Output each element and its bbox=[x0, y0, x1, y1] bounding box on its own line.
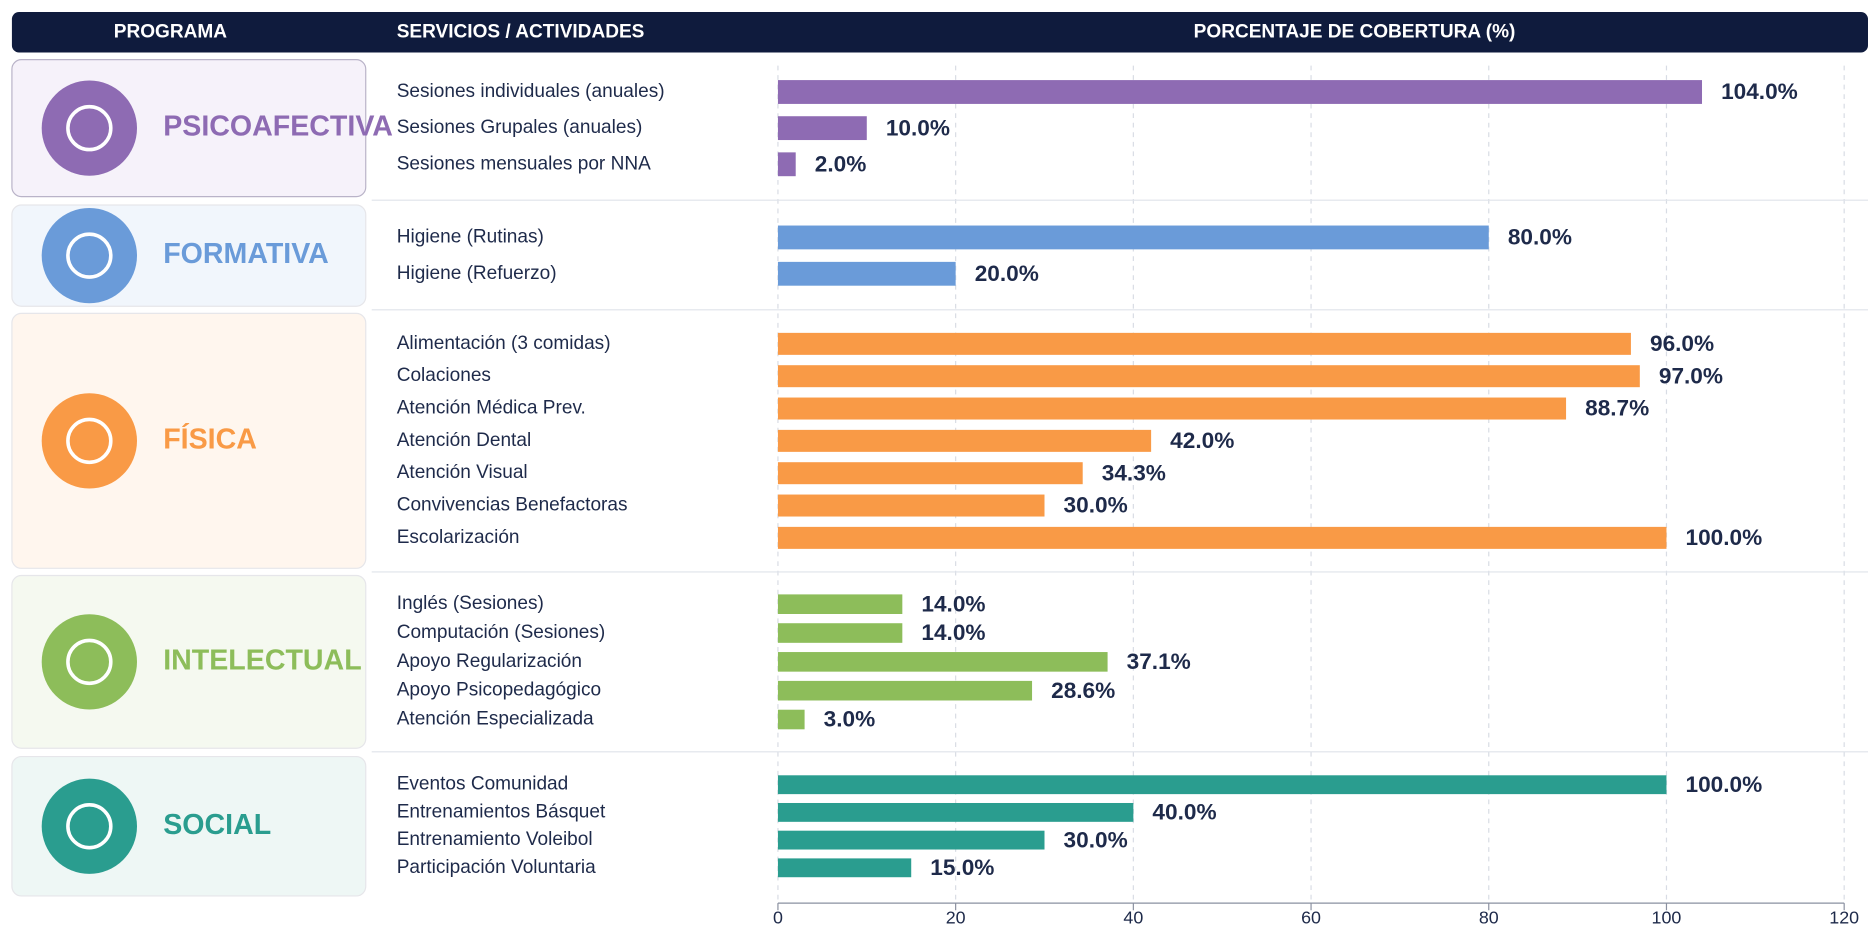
category-label: Participación Voluntaria bbox=[397, 857, 596, 878]
category-label: Eventos Comunidad bbox=[397, 774, 569, 795]
value-label: 30.0% bbox=[1064, 493, 1128, 518]
value-label: 15.0% bbox=[930, 855, 994, 880]
category-label: Entrenamiento Voleibol bbox=[397, 829, 593, 850]
bar bbox=[777, 709, 805, 730]
bar bbox=[777, 429, 1152, 452]
x-tick-label: 100 bbox=[1652, 907, 1682, 927]
value-label: 40.0% bbox=[1152, 800, 1216, 825]
x-tick-label: 80 bbox=[1479, 907, 1499, 927]
grid bbox=[777, 65, 1845, 904]
value-label: 100.0% bbox=[1686, 772, 1763, 797]
header: PROGRAMA bbox=[114, 21, 227, 42]
program-name: FORMATIVA bbox=[163, 238, 329, 270]
program-box bbox=[11, 312, 367, 569]
program-icon-glyph bbox=[66, 232, 113, 279]
value-label: 37.1% bbox=[1127, 649, 1191, 674]
category-label: Atención Especializada bbox=[397, 709, 594, 730]
category-label: Sesiones individuales (anuales) bbox=[397, 81, 665, 102]
bar bbox=[777, 830, 1045, 850]
program-icon bbox=[41, 207, 138, 304]
x-tick-label: 20 bbox=[946, 907, 966, 927]
bar bbox=[777, 594, 903, 614]
value-label: 30.0% bbox=[1064, 827, 1128, 852]
bar bbox=[777, 261, 956, 286]
program-icon bbox=[41, 80, 138, 176]
category-label: Escolarización bbox=[397, 527, 520, 548]
bar bbox=[777, 225, 1489, 250]
value-label: 20.0% bbox=[975, 261, 1039, 286]
bar bbox=[777, 494, 1045, 517]
bar bbox=[777, 80, 1703, 104]
bar bbox=[777, 365, 1640, 388]
value-label: 14.0% bbox=[921, 620, 985, 645]
program-name: PSICOAFECTIVA bbox=[163, 111, 393, 143]
category-label: Sesiones mensuales por NNA bbox=[397, 153, 651, 174]
value-label: 42.0% bbox=[1170, 428, 1234, 453]
value-label: 34.3% bbox=[1102, 460, 1166, 485]
program-icon bbox=[41, 778, 138, 874]
category-label: Colaciones bbox=[397, 365, 491, 386]
program-icon-glyph bbox=[66, 803, 113, 850]
category-label: Sesiones Grupales (anuales) bbox=[397, 117, 643, 138]
header: PORCENTAJE DE COBERTURA (%) bbox=[1194, 21, 1516, 42]
bar bbox=[777, 652, 1108, 672]
category-label: Higiene (Rutinas) bbox=[397, 226, 544, 247]
header-bar bbox=[11, 11, 1868, 53]
bar bbox=[777, 116, 867, 141]
bar bbox=[777, 152, 796, 177]
value-label: 97.0% bbox=[1659, 363, 1723, 388]
category-label: Apoyo Regularización bbox=[397, 651, 582, 672]
category-label: Inglés (Sesiones) bbox=[397, 593, 544, 614]
program-icon-glyph bbox=[66, 104, 113, 152]
value-label: 14.0% bbox=[921, 591, 985, 616]
x-tick-label: 120 bbox=[1829, 907, 1859, 927]
program-name: FÍSICA bbox=[163, 421, 257, 455]
value-label: 80.0% bbox=[1508, 225, 1572, 250]
program-icon bbox=[41, 614, 138, 710]
value-label: 96.0% bbox=[1650, 331, 1714, 356]
value-label: 88.7% bbox=[1585, 396, 1649, 421]
value-label: 104.0% bbox=[1721, 79, 1798, 104]
value-label: 3.0% bbox=[824, 707, 876, 732]
bar bbox=[777, 858, 912, 878]
value-label: 10.0% bbox=[886, 115, 950, 140]
bar bbox=[777, 397, 1567, 420]
bar bbox=[777, 775, 1667, 795]
value-label: 100.0% bbox=[1686, 525, 1763, 550]
value-label: 28.6% bbox=[1051, 678, 1115, 703]
category-label: Higiene (Refuerzo) bbox=[397, 263, 557, 284]
program-name: SOCIAL bbox=[163, 809, 271, 841]
x-tick-label: 60 bbox=[1301, 907, 1321, 927]
category-label: Alimentación (3 comidas) bbox=[397, 333, 611, 354]
program-name: INTELECTUAL bbox=[163, 644, 361, 676]
program-icon-glyph bbox=[66, 638, 113, 686]
bar bbox=[777, 462, 1083, 485]
bar bbox=[777, 332, 1631, 355]
x-tick-label: 40 bbox=[1123, 907, 1143, 927]
category-label: Apoyo Psicopedagógico bbox=[397, 680, 601, 701]
category-label: Entrenamientos Básquet bbox=[397, 801, 606, 822]
category-label: Atención Visual bbox=[397, 462, 528, 483]
category-label: Atención Médica Prev. bbox=[397, 398, 586, 419]
category-label: Convivencias Benefactoras bbox=[397, 495, 628, 516]
bar bbox=[777, 802, 1134, 822]
value-label: 2.0% bbox=[815, 151, 867, 176]
bar bbox=[777, 526, 1667, 549]
header: SERVICIOS / ACTIVIDADES bbox=[397, 21, 645, 42]
bar bbox=[777, 680, 1033, 701]
category-label: Atención Dental bbox=[397, 430, 531, 451]
program-icon bbox=[41, 393, 138, 489]
bar bbox=[777, 623, 903, 643]
program-icon-glyph bbox=[66, 417, 113, 465]
category-label: Computación (Sesiones) bbox=[397, 622, 606, 643]
x-tick-label: 0 bbox=[773, 907, 783, 927]
